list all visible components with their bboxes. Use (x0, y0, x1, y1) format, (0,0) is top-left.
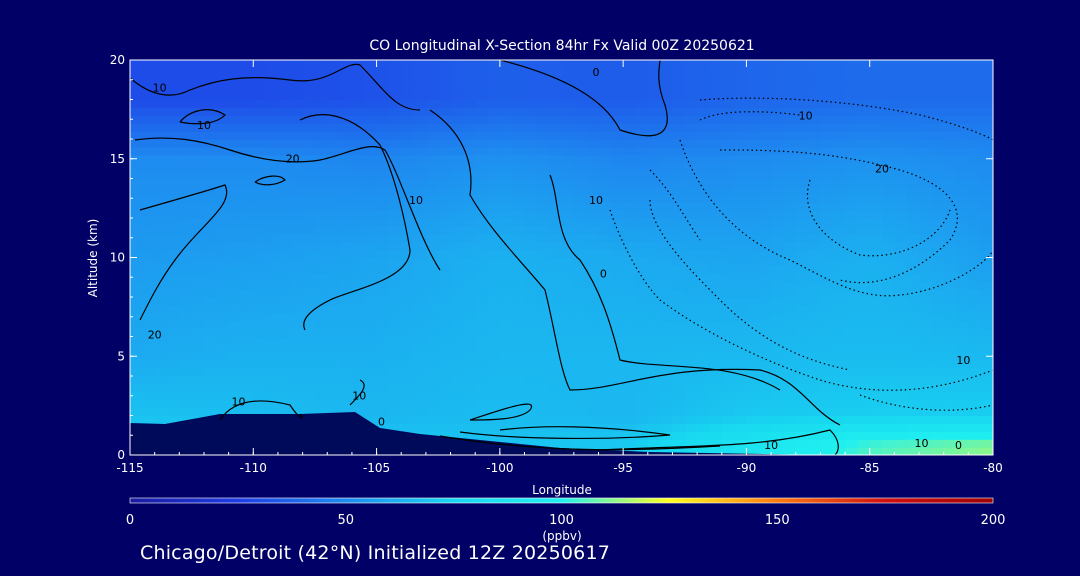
contour-label: 20 (148, 329, 162, 342)
x-tick-label: -110 (240, 461, 267, 475)
x-tick-label: -105 (363, 461, 390, 475)
x-tick-label: -95 (613, 461, 633, 475)
contour-line (179, 109, 226, 125)
colorbar-tick-label: 0 (126, 513, 134, 528)
contour-line (219, 400, 303, 421)
negative-contour-line (719, 149, 958, 284)
y-tick-label: 5 (117, 349, 125, 363)
contour-label: 0 (600, 267, 607, 280)
contour-line (299, 114, 411, 331)
x-axis-label: Longitude (532, 483, 592, 497)
footer-caption: Chicago/Detroit (42°N) Initialized 12Z 2… (140, 542, 611, 564)
contour-line (469, 403, 533, 421)
x-tick-label: -85 (860, 461, 880, 475)
contour-label: 10 (409, 194, 423, 207)
colorbar-tick-label: 150 (765, 513, 790, 528)
contour-label: 10 (153, 82, 167, 95)
contour-line (139, 184, 228, 321)
contour-line (254, 175, 286, 186)
contour-line (549, 174, 781, 391)
co-field (130, 60, 993, 455)
negative-contour-line (679, 139, 994, 297)
y-tick-label: 10 (110, 251, 125, 265)
contour-label: 10 (956, 354, 970, 367)
negative-contour-line (806, 179, 951, 257)
contour-label: 0 (955, 439, 962, 452)
contour-label: 10 (352, 390, 366, 403)
contour-line (134, 137, 441, 271)
colorbar-label: (ppbv) (542, 529, 581, 543)
y-tick-label: 15 (110, 152, 125, 166)
contour-line (599, 429, 839, 456)
colorbar (129, 497, 994, 504)
contour-lines (129, 59, 841, 456)
negative-contours (609, 97, 994, 411)
contour-labels: 10 10 20 10 20 10 10 0 0 0 10 10 10 20 10 0 10 (148, 66, 971, 452)
colorbar-tick-label: 50 (337, 513, 354, 528)
contour-line (439, 435, 721, 451)
chart-title: CO Longitudinal X-Section 84hr Fx Valid … (369, 38, 754, 54)
terrain-mask (130, 412, 993, 455)
x-tick-label: -100 (486, 461, 513, 475)
contour-label: 10 (197, 119, 211, 132)
contour-label: 10 (589, 194, 603, 207)
contour-label: 20 (286, 153, 300, 166)
contour-label: 0 (593, 66, 600, 79)
y-axis-label: Altitude (km) (86, 219, 100, 298)
colorbar-tick-label: 200 (981, 513, 1006, 528)
contour-label: 20 (875, 163, 889, 176)
contour-line (499, 59, 668, 137)
contour-label: 10 (232, 396, 246, 409)
negative-contour-line (609, 209, 994, 391)
x-tick-label: -80 (983, 461, 1003, 475)
contour-label: 0 (378, 415, 385, 428)
contour-label: 10 (799, 109, 813, 122)
contour-label: 10 (764, 439, 778, 452)
contour-line (429, 109, 841, 426)
plot-area: 10 10 20 10 20 10 10 0 0 0 10 10 10 20 10 0 10 (129, 59, 994, 456)
contour-line (459, 426, 671, 440)
x-tick-label: -115 (116, 461, 143, 475)
negative-contour-line (859, 394, 994, 411)
x-tick-label: -90 (737, 461, 757, 475)
colorbar-tick-label: 100 (549, 513, 574, 528)
contour-line (349, 379, 365, 406)
y-tick-label: 20 (110, 53, 125, 67)
contour-label: 10 (915, 437, 929, 450)
negative-contour-line (649, 199, 851, 371)
contour-line (129, 63, 421, 111)
y-tick-label: 0 (117, 448, 125, 462)
